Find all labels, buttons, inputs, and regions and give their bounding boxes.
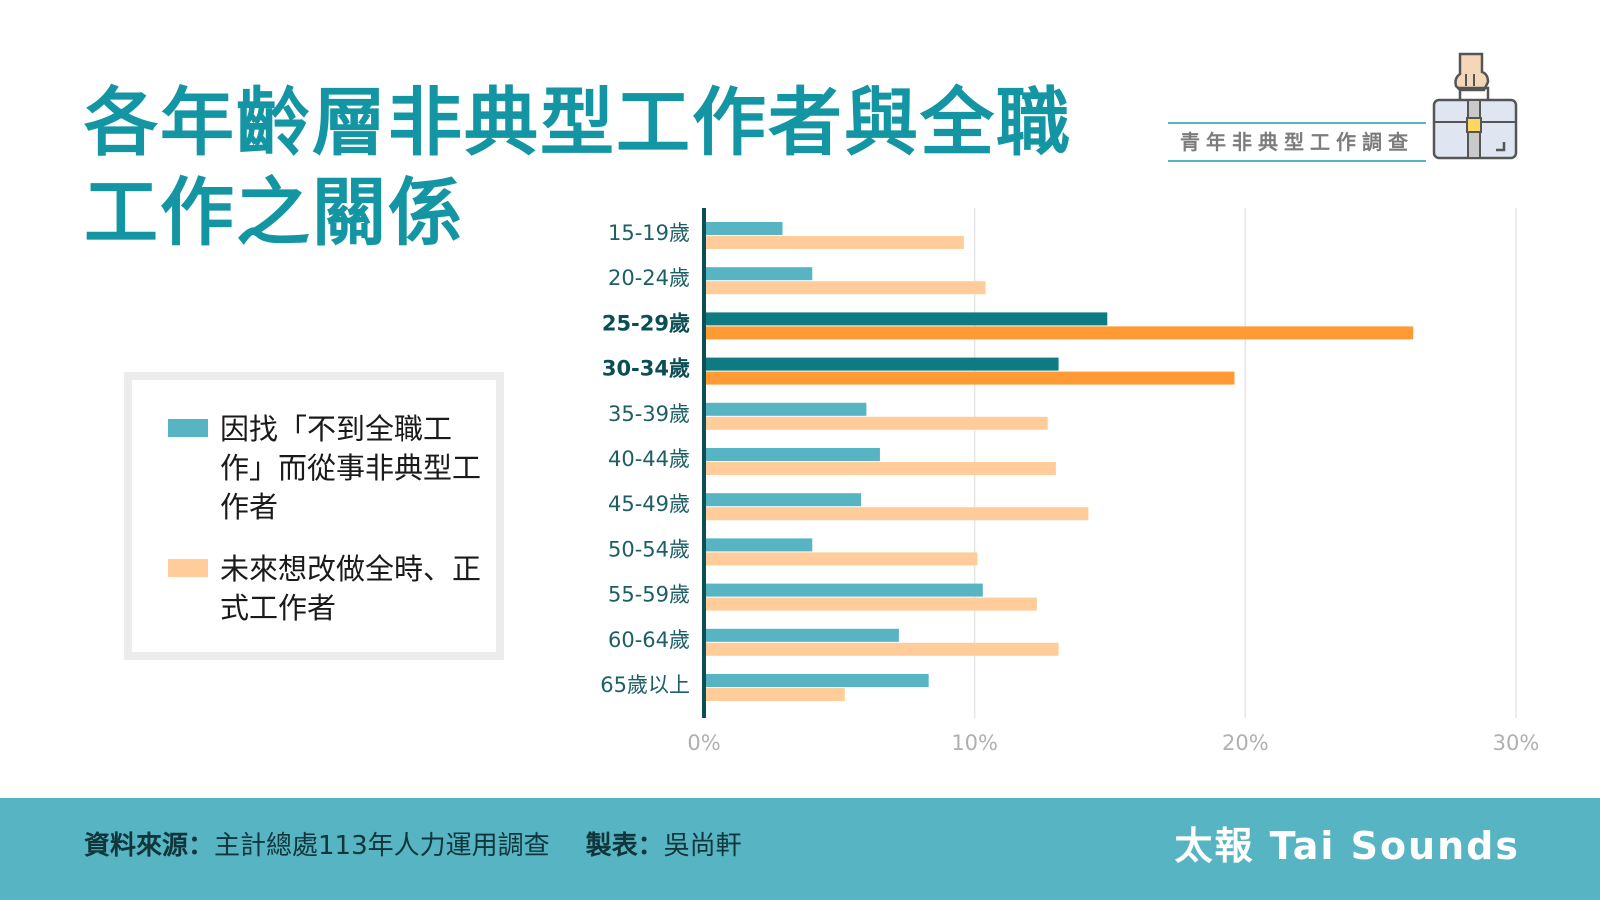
y-category-label: 35-39歲 (608, 402, 690, 426)
brand-logo: 太報 Tai Sounds (1174, 824, 1520, 868)
y-category-label: 55-59歲 (608, 583, 690, 607)
bar-want-full-time (704, 462, 1056, 475)
y-category-label: 65歲以上 (600, 673, 690, 697)
source-label: 資料來源： (84, 831, 215, 861)
y-category-label: 45-49歲 (608, 492, 690, 516)
bar-not-found-full-time (704, 448, 880, 461)
x-tick-label: 0% (687, 731, 720, 755)
legend-label: 因找「不到全職工作」而從事非典型工作者 (220, 412, 482, 524)
x-tick-label: 30% (1493, 731, 1540, 755)
y-category-label: 40-44歲 (608, 447, 690, 471)
legend-label: 未來想改做全時、正式工作者 (220, 552, 482, 625)
source-text: 主計總處113年人力運用調查 (214, 831, 550, 861)
legend-item-full-time-not-found: 因找「不到全職工作」而從事非典型工作者 (168, 410, 490, 527)
footer-source: 資料來源：主計總處113年人力運用調查 製表：吳尚軒 (84, 826, 742, 866)
bar-not-found-full-time (704, 402, 867, 416)
bar-not-found-full-time (704, 674, 929, 687)
y-category-label: 60-64歲 (608, 628, 690, 652)
bar-chart: 0% 10% 20% 30% 15-19歲 20-24歲 25-29歲 30-34歲 35-39… (600, 208, 1540, 755)
title-line-1: 各年齡層非典型工作者與全職 (84, 80, 1072, 166)
x-tick-label: 20% (1222, 731, 1269, 755)
bar-not-found-full-time (704, 312, 1108, 326)
footer: 資料來源：主計總處113年人力運用調查 製表：吳尚軒 太報 Tai Sounds (0, 798, 1600, 900)
maker-label: 製表： (585, 831, 664, 861)
legend-item-want-full-time: 未來想改做全時、正式工作者 (168, 550, 490, 628)
bar-want-full-time (704, 597, 1037, 611)
legend-swatch-orange (168, 559, 208, 577)
bar-not-found-full-time (704, 267, 813, 281)
series-badge: 青年非典型工作調查 (1168, 122, 1426, 162)
bar-not-found-full-time (704, 628, 899, 642)
bar-want-full-time (704, 236, 964, 249)
x-tick-label: 10% (951, 731, 998, 755)
bar-not-found-full-time (704, 493, 861, 507)
y-category-label: 25-29歲 (602, 311, 690, 335)
bar-not-found-full-time (704, 357, 1059, 371)
y-category-label: 20-24歲 (608, 266, 690, 290)
maker-text: 吳尚軒 (663, 831, 742, 861)
bar-not-found-full-time (704, 583, 983, 597)
y-category-label: 15-19歲 (608, 221, 690, 245)
y-category-label: 30-34歲 (602, 357, 690, 381)
bar-want-full-time (704, 326, 1414, 340)
page-title: 各年齡層非典型工作者與全職 工作之關係 (84, 78, 1084, 258)
legend-swatch-teal (168, 419, 208, 437)
legend: 因找「不到全職工作」而從事非典型工作者 未來想改做全時、正式工作者 (124, 372, 504, 660)
bar-want-full-time (704, 281, 986, 295)
bar-not-found-full-time (704, 222, 783, 235)
bar-want-full-time (704, 688, 845, 701)
bar-want-full-time (704, 371, 1235, 385)
briefcase-hand-icon (1432, 52, 1518, 160)
bar-want-full-time (704, 642, 1059, 656)
y-category-label: 50-54歲 (608, 537, 690, 561)
title-line-2: 工作之關係 (84, 170, 464, 256)
bar-not-found-full-time (704, 538, 813, 552)
bar-want-full-time (704, 507, 1089, 521)
bar-want-full-time (704, 552, 978, 566)
bar-want-full-time (704, 416, 1048, 430)
